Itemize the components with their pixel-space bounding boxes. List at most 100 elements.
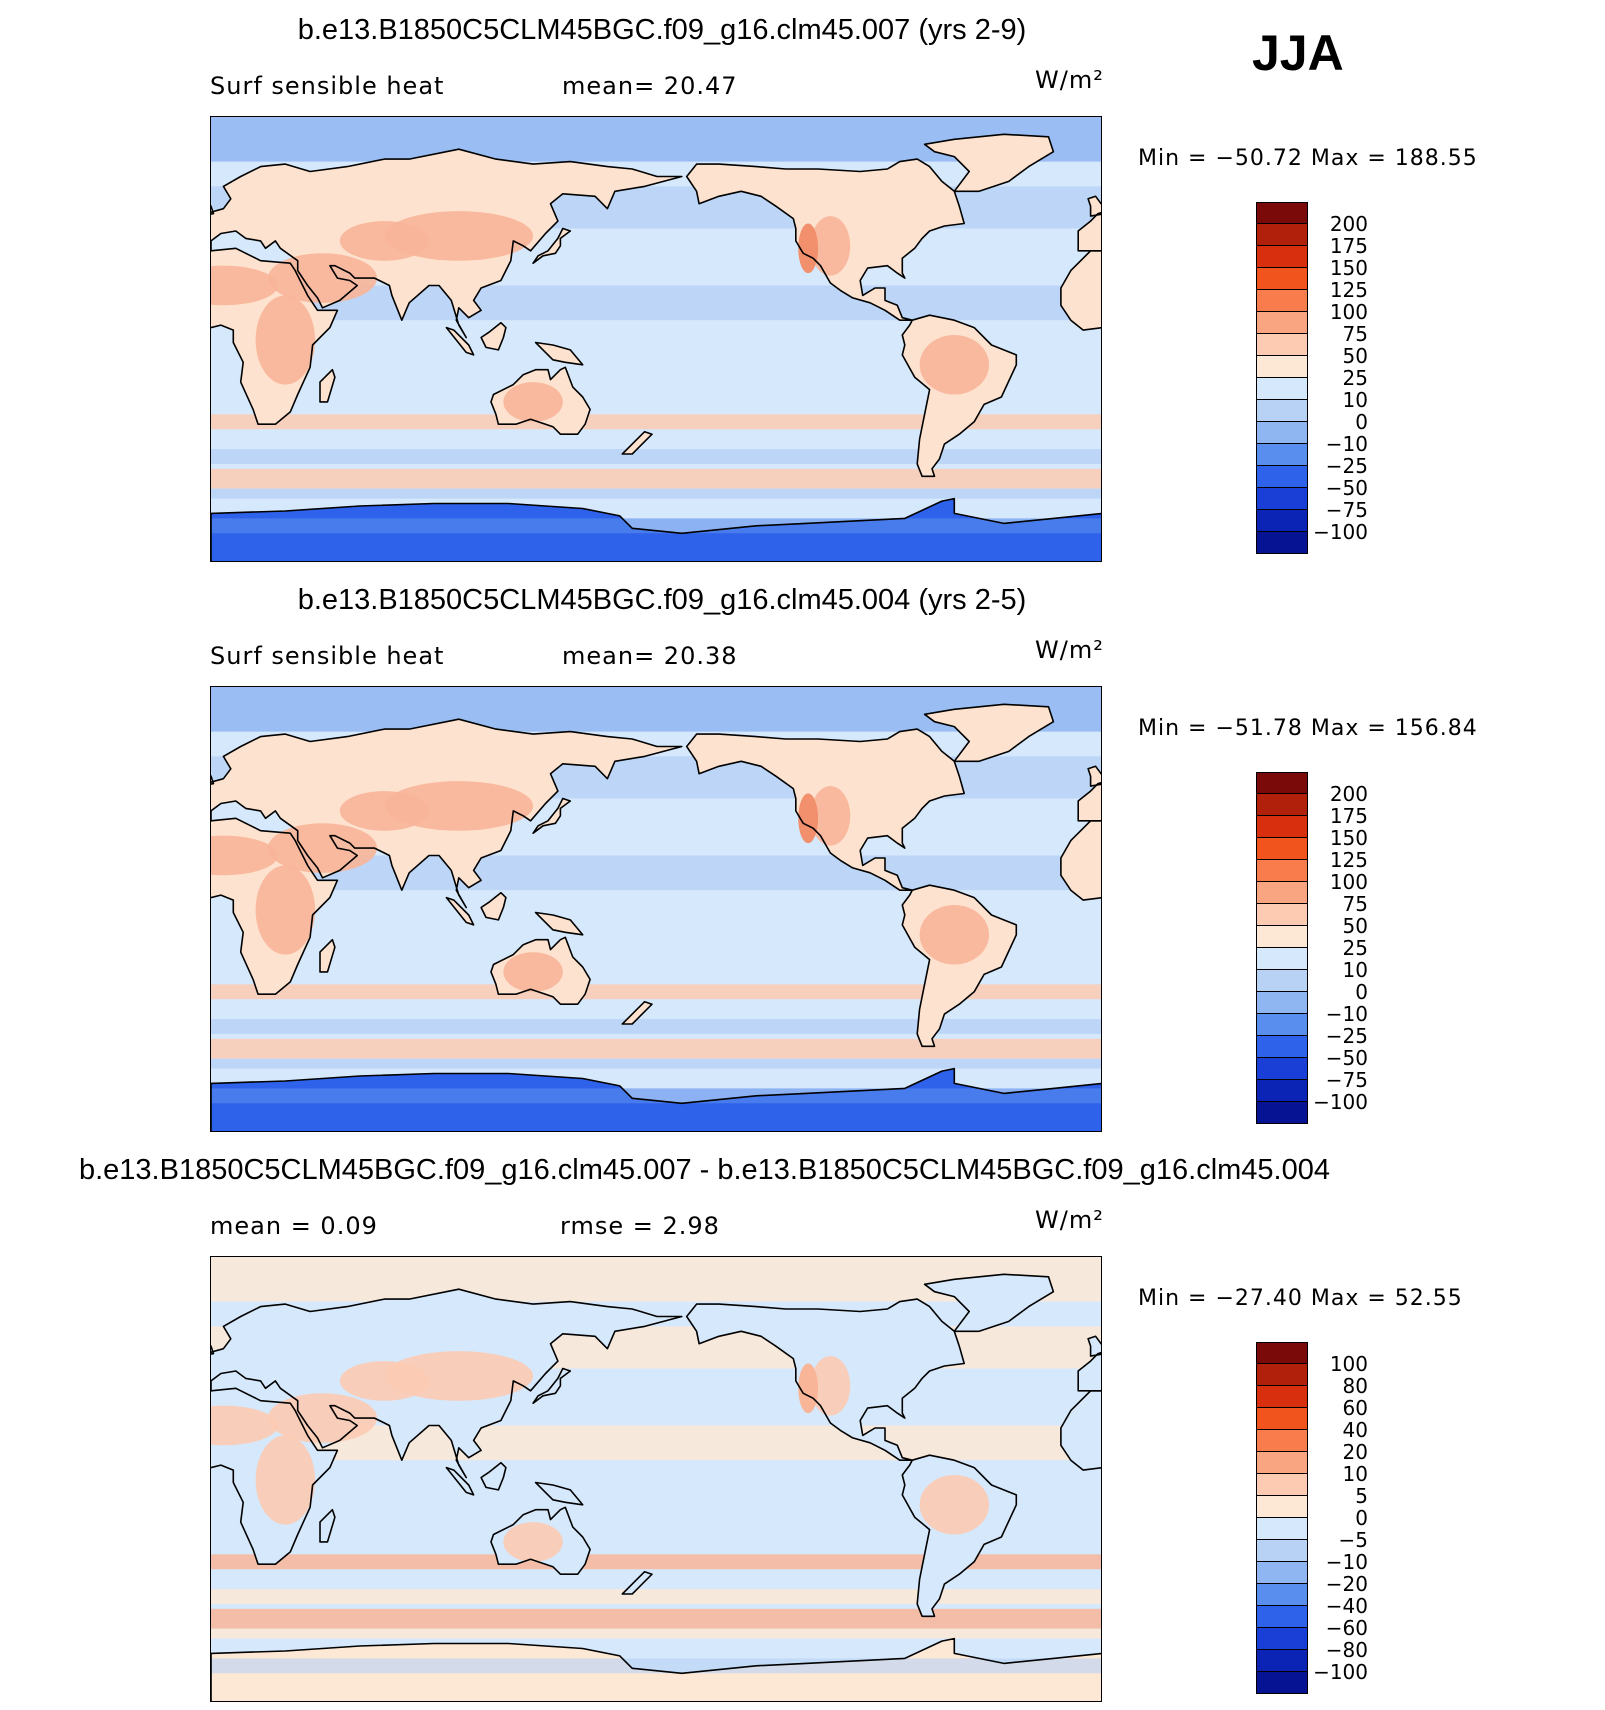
- colorbar-swatch: [1256, 1474, 1308, 1496]
- coastline: [685, 158, 965, 321]
- land-new-guinea: [535, 912, 583, 935]
- colorbar-label: 25: [1342, 936, 1368, 960]
- warm-region: [255, 865, 316, 955]
- colorbar-label: 75: [1342, 322, 1368, 346]
- colorbar-swatch: [1256, 1540, 1308, 1562]
- colorbar-label: 10: [1342, 958, 1368, 982]
- colorbar-label: 50: [1342, 914, 1368, 938]
- colorbar-swatch: [1256, 1430, 1308, 1452]
- warm-region: [798, 223, 819, 274]
- warm-region: [211, 835, 278, 876]
- colorbar-label: 125: [1329, 848, 1368, 872]
- warm-region: [503, 952, 563, 992]
- colorbar-swatch: [1256, 970, 1308, 992]
- warm-region: [919, 905, 990, 965]
- warm-region: [267, 823, 378, 873]
- coastline: [211, 497, 1101, 561]
- colorbar-swatch: [1256, 312, 1308, 334]
- colorbar-swatch: [1256, 422, 1308, 444]
- land-madagascar: [320, 1509, 335, 1542]
- colorbar-swatch: [1256, 1058, 1308, 1080]
- panel-case: b.e13.B1850C5CLM45BGC.f09_g16.clm45.004 …: [0, 570, 1605, 1140]
- colorbar-label: 5: [1355, 1484, 1368, 1508]
- coastline: [211, 1344, 215, 1355]
- colorbar-swatch: [1256, 1584, 1308, 1606]
- colorbar-label: −25: [1325, 454, 1368, 478]
- coastline: [901, 884, 1018, 1048]
- coastline: [1060, 820, 1101, 901]
- coastline: [923, 133, 1055, 193]
- land-sumatra: [446, 897, 474, 925]
- coastline: [211, 817, 339, 995]
- warm-region: [810, 1356, 851, 1416]
- colorbar-swatch: [1256, 202, 1308, 224]
- colorbar-swatch: [1256, 1386, 1308, 1408]
- colorbar-swatch: [1256, 1342, 1308, 1364]
- colorbar-label: 125: [1329, 278, 1368, 302]
- panel-difference: b.e13.B1850C5CLM45BGC.f09_g16.clm45.007 …: [0, 1140, 1605, 1710]
- colorbar-swatch: [1256, 400, 1308, 422]
- coastline: [1087, 1335, 1101, 1357]
- polar-band: [211, 1658, 1101, 1674]
- land-new-zealand: [622, 431, 652, 454]
- colorbar-swatch: [1256, 246, 1308, 268]
- variable-label: Surf sensible heat: [210, 642, 445, 670]
- colorbar-swatch: [1256, 1650, 1308, 1672]
- polar-band: [211, 518, 1101, 534]
- coastline: [534, 1481, 584, 1506]
- land-greenland: [924, 134, 1054, 192]
- land-borneo: [481, 1462, 506, 1490]
- coastline: [901, 314, 1018, 478]
- warm-region: [267, 1393, 378, 1443]
- colorbar-label: 0: [1355, 1506, 1368, 1530]
- land-borneo: [481, 892, 506, 920]
- colorbar-label: −100: [1313, 520, 1368, 544]
- colorbar-label: 75: [1342, 892, 1368, 916]
- colorbar-swatch: [1256, 1080, 1308, 1102]
- panel-title: b.e13.B1850C5CLM45BGC.f09_g16.clm45.007 …: [297, 14, 1027, 46]
- mean-label: mean= 20.38: [562, 642, 738, 670]
- colorbar-label: 40: [1342, 1418, 1368, 1442]
- land-sumatra: [446, 1467, 474, 1495]
- colorbar-label: 10: [1342, 388, 1368, 412]
- coastline: [1087, 765, 1101, 787]
- land-greenland: [924, 1274, 1054, 1332]
- coastline: [621, 1570, 653, 1595]
- colorbar-label: 0: [1355, 980, 1368, 1004]
- colorbar-label: 200: [1329, 782, 1368, 806]
- colorbar-label: −100: [1313, 1660, 1368, 1684]
- coastline: [621, 1000, 653, 1025]
- coastline: [1087, 195, 1101, 217]
- colorbar-label: 25: [1342, 366, 1368, 390]
- land-eurasia: [1078, 1352, 1101, 1391]
- variable-label: Surf sensible heat: [210, 72, 445, 100]
- zonal-band: [211, 449, 1101, 464]
- coastline: [445, 896, 475, 926]
- polar-band: [211, 1088, 1101, 1104]
- land-eurasia: [1078, 782, 1101, 821]
- colorbar-swatch: [1256, 1672, 1308, 1694]
- coastline: [923, 703, 1055, 763]
- map-plot: [210, 1256, 1102, 1702]
- warm-region: [267, 253, 378, 303]
- colorbar-label: −75: [1325, 1068, 1368, 1092]
- colorbar-label: −10: [1325, 1550, 1368, 1574]
- colorbar-swatch: [1256, 1452, 1308, 1474]
- mean-label: mean = 0.09: [210, 1212, 378, 1240]
- land-sumatra: [446, 327, 474, 355]
- colorbar-label: −10: [1325, 432, 1368, 456]
- units-label: W/m²: [1035, 66, 1104, 94]
- zonal-band: [211, 1058, 1101, 1069]
- colorbar-label: 10: [1342, 1462, 1368, 1486]
- coastline: [532, 227, 572, 264]
- colorbar-swatch: [1256, 992, 1308, 1014]
- coastline: [685, 728, 965, 891]
- world-map-svg: [211, 1257, 1101, 1701]
- colorbar-label: 0: [1355, 410, 1368, 434]
- coastline: [319, 938, 336, 973]
- coastline: [211, 774, 215, 785]
- colorbar-label: 150: [1329, 256, 1368, 280]
- zonal-band: [211, 488, 1101, 499]
- zonal-band: [211, 1628, 1101, 1639]
- coastline: [923, 1273, 1055, 1333]
